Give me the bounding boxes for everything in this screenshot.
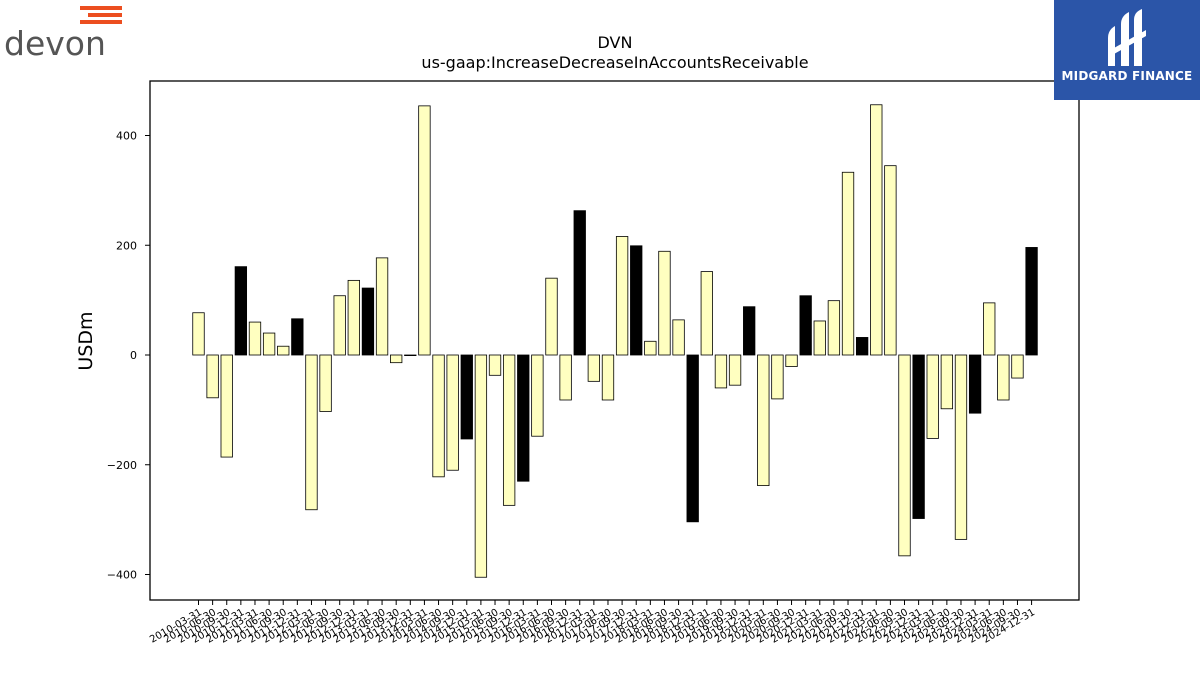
y-tick-label: 0 (130, 349, 137, 362)
bar (390, 354, 403, 364)
y-tick-label: 400 (116, 130, 137, 143)
bar (460, 354, 473, 440)
bar (686, 354, 699, 523)
midgard-emblem-icon (1108, 9, 1146, 66)
bar (912, 354, 925, 519)
bar (954, 354, 968, 540)
bar (291, 318, 304, 356)
bar (728, 354, 742, 386)
bar (531, 354, 544, 437)
bar (884, 165, 897, 356)
bar (262, 332, 276, 356)
x-axis: 2010-03-312010-06-302010-09-302010-12-31… (148, 600, 1037, 646)
bar (517, 354, 530, 482)
bar (601, 354, 615, 401)
bar (940, 354, 954, 410)
bar (559, 354, 572, 401)
bar (968, 354, 982, 414)
bar (446, 354, 459, 471)
bar (220, 354, 233, 458)
bar (644, 340, 657, 356)
bar (757, 354, 770, 487)
bar (813, 320, 826, 356)
bar (898, 354, 911, 557)
bar (799, 295, 812, 356)
bar-series (192, 104, 1038, 578)
bar (545, 277, 558, 356)
bar (361, 287, 375, 356)
bar (573, 210, 586, 356)
midgard-finance-logo: MIDGARD FINANCE (1054, 0, 1200, 100)
devon-wordmark: devon (4, 24, 106, 63)
bar (404, 354, 417, 357)
chart-subtitle: us-gaap:IncreaseDecreaseInAccountsReceiv… (421, 53, 808, 72)
bar (700, 271, 713, 356)
bar (234, 266, 248, 356)
bar (743, 306, 756, 356)
bar (630, 245, 643, 356)
bar (206, 354, 219, 399)
bar (855, 337, 869, 356)
bar (870, 104, 883, 356)
bar (1011, 354, 1024, 379)
bar (418, 105, 431, 356)
y-tick-label: −200 (107, 459, 137, 472)
bar (658, 250, 671, 356)
bar (827, 300, 841, 356)
bar (333, 295, 346, 356)
devon-logo: devon (4, 4, 128, 64)
bar (488, 354, 502, 376)
devon-bars-icon: devon (4, 6, 122, 63)
y-axis: −400 −200 0 200 400 (107, 130, 150, 582)
bar (771, 354, 784, 400)
bar (983, 302, 996, 356)
bar (615, 236, 629, 356)
bar (785, 354, 798, 367)
bar (375, 257, 389, 356)
bar (432, 354, 445, 478)
y-tick-label: −400 (107, 569, 137, 582)
bar (714, 354, 728, 389)
bar (997, 354, 1010, 401)
bar (1025, 247, 1038, 356)
plot-frame (149, 80, 1080, 601)
bar (192, 312, 205, 356)
bar (841, 171, 855, 356)
bar (319, 354, 332, 412)
y-axis-label: USDm (75, 311, 97, 370)
bar (474, 354, 488, 578)
bar (587, 354, 601, 382)
bar (305, 354, 318, 511)
bar (672, 319, 685, 356)
bar (248, 321, 262, 356)
bar (502, 354, 516, 506)
bar (347, 279, 360, 356)
y-tick-label: 200 (116, 239, 137, 252)
bar (926, 354, 939, 439)
bar (277, 345, 290, 356)
chart-title: DVN (598, 33, 633, 52)
midgard-wordmark: MIDGARD FINANCE (1061, 69, 1193, 83)
